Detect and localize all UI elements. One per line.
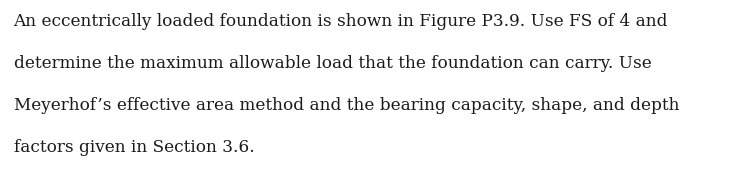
Text: factors given in Section 3.6.: factors given in Section 3.6.	[14, 139, 254, 155]
Text: An eccentrically loaded foundation is shown in Figure P3.9. Use FS of 4 and: An eccentrically loaded foundation is sh…	[14, 13, 668, 30]
Text: determine the maximum allowable load that the foundation can carry. Use: determine the maximum allowable load tha…	[14, 55, 651, 72]
Text: Meyerhof’s effective area method and the bearing capacity, shape, and depth: Meyerhof’s effective area method and the…	[14, 97, 679, 114]
